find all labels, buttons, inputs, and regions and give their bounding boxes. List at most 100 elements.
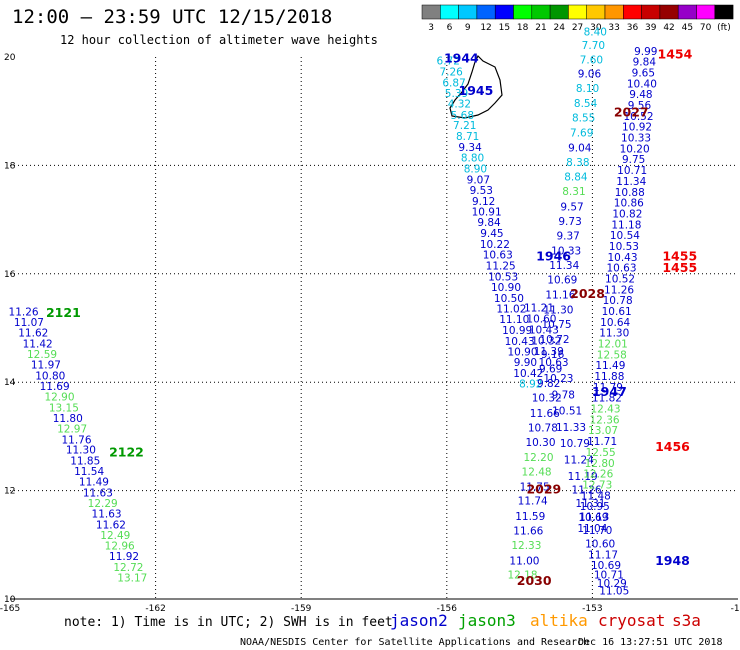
wave-height-point: 11.02 — [496, 303, 526, 315]
colorbar-swatch — [513, 4, 533, 20]
colorbar-swatch — [623, 4, 642, 20]
wave-height-point: 10.95 — [580, 501, 610, 513]
wave-height-point: 11.30 — [599, 328, 629, 340]
wave-height-point: 9.90 — [514, 357, 537, 369]
wave-height-point: 9.84 — [477, 217, 501, 229]
pass-time-label: 2028 — [570, 286, 605, 301]
wave-height-point: 8.54 — [574, 98, 598, 110]
wave-height-point: 10.90 — [491, 282, 521, 294]
wave-height-point: 10.32 — [532, 393, 562, 405]
wave-height-point: 11.76 — [61, 434, 91, 446]
wave-height-point: 9.53 — [470, 185, 493, 197]
wave-height-point: 12.59 — [27, 349, 57, 361]
wave-height-point: 13.15 — [49, 402, 79, 414]
wave-height-point: 10.54 — [610, 230, 640, 242]
wave-height-point: 10.53 — [488, 271, 518, 283]
pass-time-label: 1948 — [655, 553, 690, 568]
wave-height-point: 11.63 — [83, 488, 113, 500]
wave-height-point: 10.43 — [607, 252, 637, 264]
wave-height-point: 11.59 — [515, 511, 545, 523]
wave-height-point: 10.82 — [612, 208, 642, 220]
colorbar-swatch — [641, 4, 661, 20]
wave-height-point: 9.73 — [558, 216, 581, 228]
pass-time-label: 1455 — [662, 248, 697, 263]
wave-height-point: 5.39 — [445, 88, 468, 100]
chart-title: 12:00 – 23:59 UTC 12/15/2018 — [12, 6, 333, 28]
pass-time-label: 2121 — [46, 305, 81, 320]
wave-height-point: 8.84 — [564, 172, 588, 184]
wave-height-point: 9.48 — [629, 89, 652, 101]
wave-height-point: 7.69 — [570, 128, 593, 140]
wave-height-point: 10.80 — [35, 370, 65, 382]
wave-height-point: 10.60 — [526, 314, 556, 326]
wave-height-point: 7.70 — [582, 40, 605, 52]
colorbar-label: 33 — [608, 23, 619, 33]
colorbar-swatch — [677, 4, 697, 20]
wave-height-point: 7.26 — [439, 66, 463, 78]
wave-height-point: 13.17 — [117, 573, 147, 585]
wave-height-point: 12.36 — [590, 414, 620, 426]
wave-height-point: 10.78 — [528, 423, 558, 435]
wave-height-point: 6.87 — [442, 77, 465, 89]
wave-height-point: 10.33 — [621, 133, 651, 145]
wave-height-point: 10.50 — [494, 293, 524, 305]
colorbar-swatch — [604, 4, 624, 20]
pass-time-label: 2122 — [109, 444, 144, 459]
wave-height-point: 11.19 — [568, 471, 598, 483]
pass-time-label: 1455 — [662, 260, 697, 275]
wave-height-point: 10.78 — [603, 295, 633, 307]
wave-height-point: 11.71 — [587, 436, 617, 448]
y-tick-label: 16 — [4, 270, 16, 280]
wave-height-point: 10.99 — [502, 325, 532, 337]
colorbar-swatch — [440, 4, 459, 20]
wave-height-point: 10.86 — [614, 198, 644, 210]
wave-height-point: 10.61 — [602, 306, 632, 318]
wave-height-point: 11.18 — [611, 219, 641, 231]
colorbar-label: 45 — [682, 23, 693, 33]
x-tick-label: -162 — [145, 604, 165, 614]
wave-height-point: 9.16 — [541, 349, 565, 361]
wave-height-point: 12.18 — [507, 569, 537, 581]
wave-height-point: 11.49 — [79, 477, 109, 489]
colorbar-label: 70 — [700, 23, 712, 33]
pass-time-label: 1947 — [592, 384, 627, 399]
wave-height-point: 11.62 — [18, 328, 48, 340]
chart-footer: note: 1) Time is in UTC; 2) SWH is in fe… — [64, 611, 723, 648]
wave-height-point: 10.52 — [623, 111, 653, 123]
wave-height-point: 11.75 — [520, 482, 550, 494]
wave-height-point: 11.54 — [74, 466, 104, 478]
wave-height-point: 11.26 — [572, 484, 602, 496]
wave-height-point: 9.65 — [632, 68, 655, 80]
wave-height-point: 11.25 — [486, 260, 516, 272]
series-track-2027-2028-2029-2030: 12.18 11.00 12.33 11.66 11.59 11.74 11.75 12.48… — [507, 26, 607, 581]
wave-height-point: 9.07 — [467, 174, 490, 186]
wave-height-point: 11.24 — [564, 455, 594, 467]
series-track-1454-1455-1456: 9.999.849.6510.409.489.5610.5210.9210.33… — [577, 46, 657, 535]
wave-height-point: 11.66 — [530, 408, 560, 420]
legend-s3a: s3a — [672, 611, 701, 630]
wave-height-point: 10.71 — [594, 569, 624, 581]
chart-subtitle: 12 hour collection of altimeter wave hei… — [60, 33, 378, 47]
legend-altika: altika — [530, 611, 588, 630]
wave-height-point: 10.69 — [547, 275, 577, 287]
wave-height-point: 11.26 — [604, 284, 634, 296]
wave-height-point: 6.72 — [437, 56, 460, 68]
wave-height-point: 8.31 — [562, 186, 585, 198]
wave-height-point: 13.07 — [588, 425, 618, 437]
wave-height-point: 11.26 — [9, 307, 39, 319]
wave-height-point: 11.66 — [513, 526, 543, 538]
wave-height-point: 10.63 — [483, 250, 513, 262]
wave-height-point: 10.63 — [606, 263, 636, 275]
wave-height-point: 8.71 — [456, 131, 479, 143]
wave-height-point: 11.49 — [595, 360, 625, 372]
wave-height-point: 8.38 — [566, 157, 589, 169]
x-tick-label: -165 — [0, 604, 20, 614]
wave-height-point: 11.17 — [588, 549, 618, 561]
pass-time-label: 1945 — [459, 83, 494, 98]
wave-height-point: 11.48 — [581, 490, 611, 502]
color-scale-bar: 3 6 9 12 15 18 21 24 27 30 33 36 39 42 45 70 (ft) — [421, 4, 734, 33]
wave-height-point: 12.90 — [44, 392, 74, 404]
wave-height-point: 10.42 — [513, 368, 543, 380]
wave-height-point: 11.97 — [31, 360, 61, 372]
